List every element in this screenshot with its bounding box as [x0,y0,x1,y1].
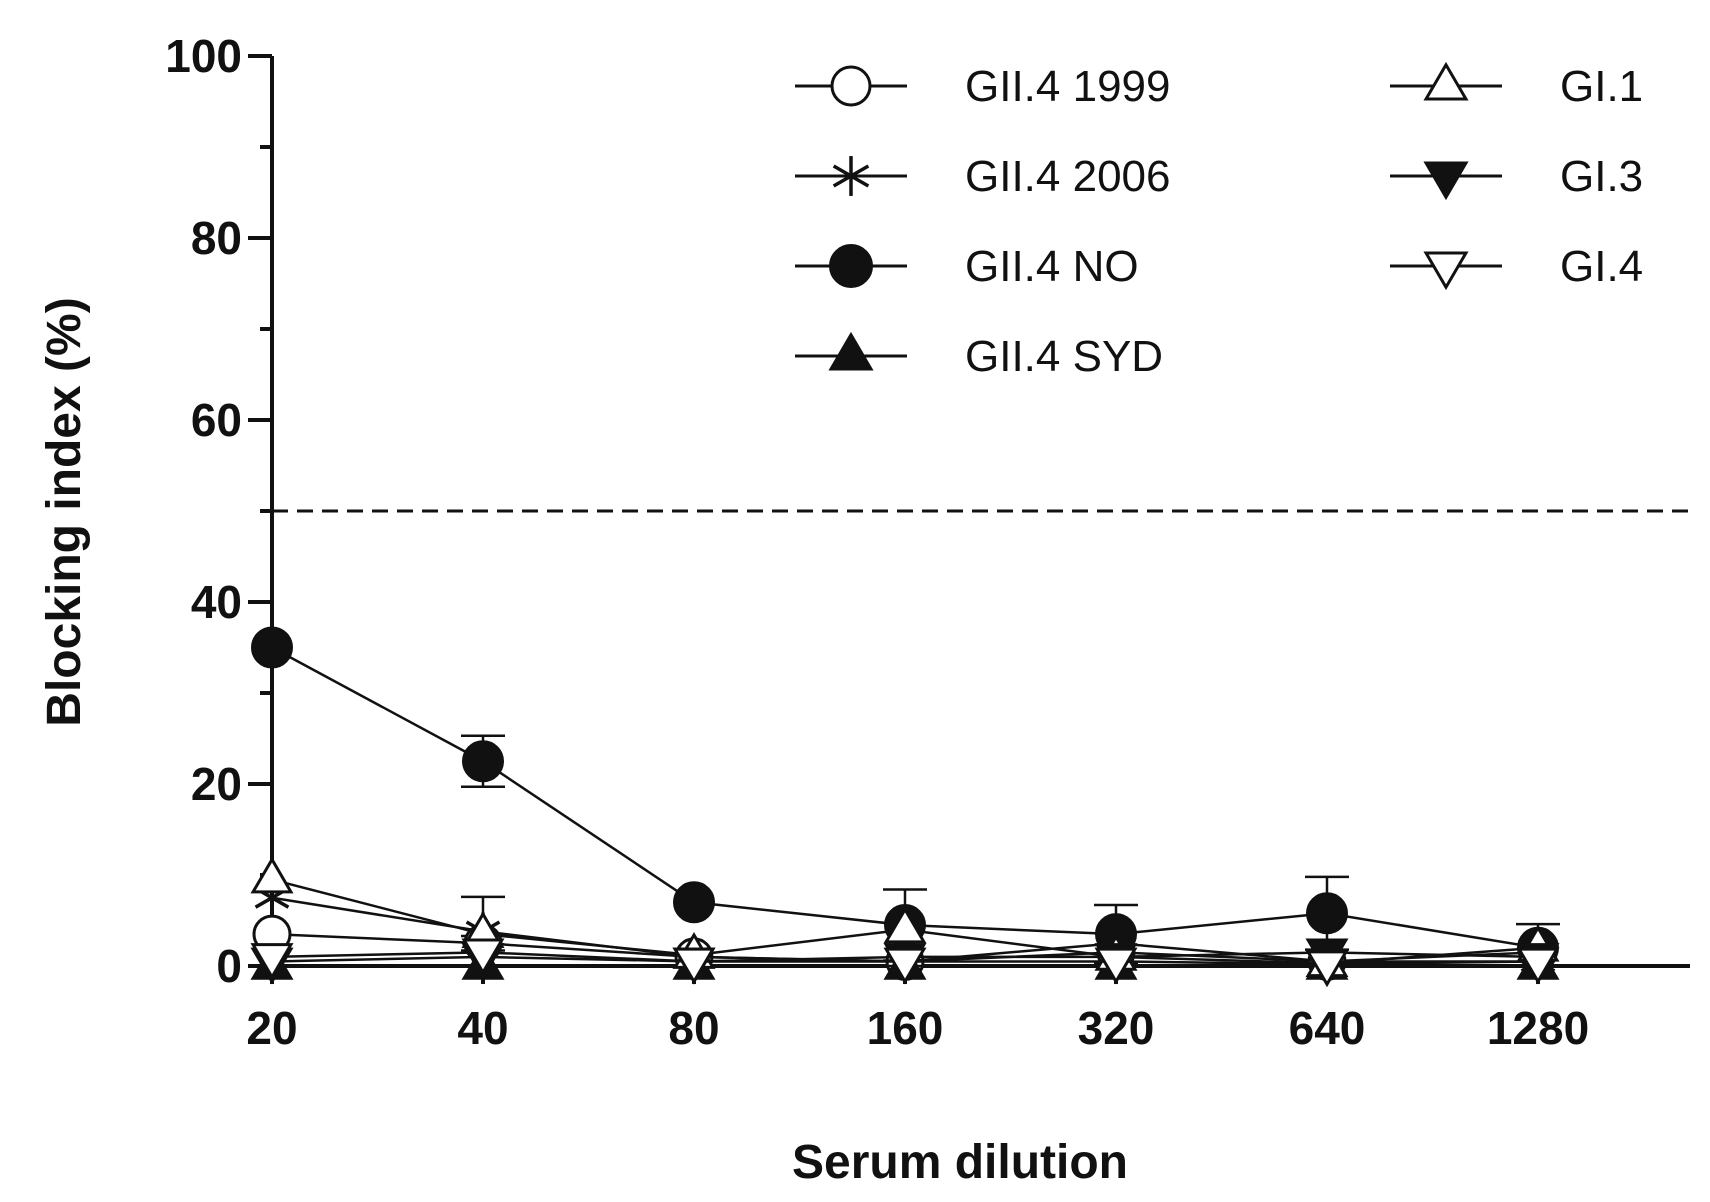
data-point [1094,947,1138,985]
legend-marker [1423,161,1469,201]
data-point [672,947,716,985]
legend-item: GI.4 [1390,242,1643,291]
legend-item: GII.4 1999 [795,62,1170,111]
y-tick-label: 100 [165,30,242,82]
legend-marker [829,244,873,288]
x-tick-label: 20 [246,1002,297,1054]
x-tick-label: 640 [1289,1002,1366,1054]
legend-label: GI.3 [1560,152,1643,201]
x-tick-label: 40 [457,1002,508,1054]
legend-marker [832,156,870,196]
legend-marker [828,331,874,371]
legend-item: GI.3 [1390,152,1643,201]
data-point [1305,950,1349,988]
series-layer [250,626,1560,988]
legend-item: GII.4 SYD [795,331,1163,381]
y-tick-label: 60 [191,394,242,446]
y-tick-label: 80 [191,212,242,264]
data-point [251,626,293,669]
legend-marker [1423,251,1469,291]
data-point [883,947,927,985]
legend-label: GI.4 [1560,242,1643,291]
legend-label: GII.4 2006 [965,152,1170,201]
series-gii-4-no [251,626,1560,969]
legend-item: GI.1 [1390,61,1643,111]
legend-marker [830,65,872,107]
data-point [1516,947,1560,985]
series-gi-4 [250,938,1560,988]
legend-item: GII.4 2006 [795,152,1170,201]
data-point [1306,892,1348,935]
y-ticks: 0 20 40 60 80 100 [165,30,272,992]
legend-marker [1423,61,1469,101]
data-point [250,856,294,894]
data-point [462,740,504,783]
data-point [673,881,715,924]
x-tick-label: 160 [867,1002,944,1054]
x-tick-label: 320 [1078,1002,1155,1054]
y-axis-title: Blocking index (%) [38,297,91,726]
x-tick-label: 1280 [1487,1002,1589,1054]
y-tick-label: 20 [191,758,242,810]
y-tick-label: 0 [216,940,242,992]
data-point [250,943,294,980]
y-tick-label: 40 [191,576,242,628]
legend-label: GII.4 1999 [965,62,1170,111]
legend-label: GII.4 NO [965,242,1139,291]
legend-label: GI.1 [1560,62,1643,111]
legend-item: GII.4 NO [795,242,1139,291]
x-axis-title: Serum dilution [792,1136,1128,1189]
legend: GII.4 1999 GII.4 2006 GII.4 NO GII.4 SYD GI.… [795,61,1643,381]
x-tick-label: 80 [668,1002,719,1054]
data-point [883,906,927,944]
data-point [461,938,505,976]
legend-label: GII.4 SYD [965,332,1163,381]
